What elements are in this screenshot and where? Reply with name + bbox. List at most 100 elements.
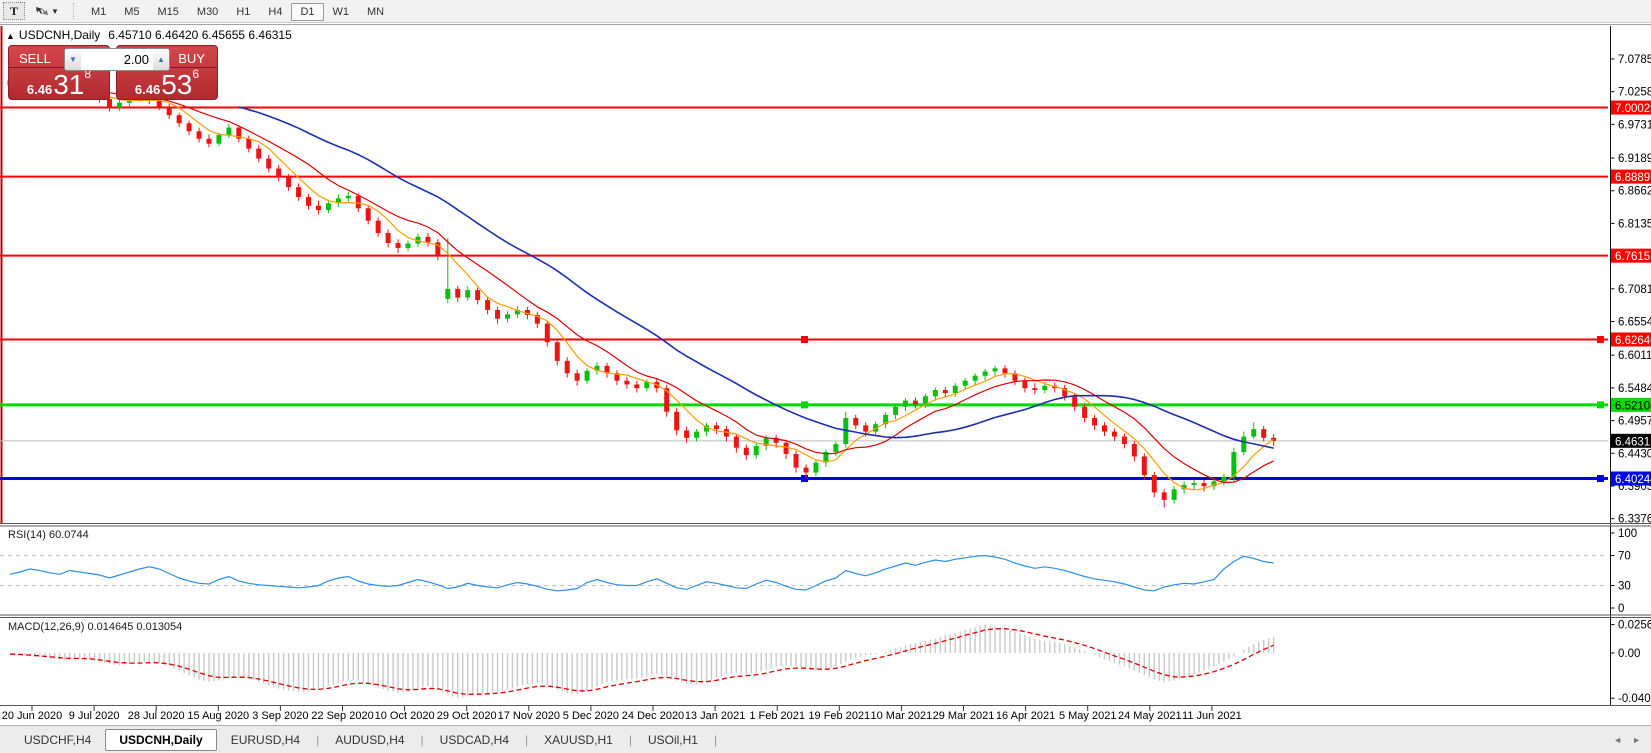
candle-body: [465, 290, 471, 298]
macd-axis-label: -0.040687: [1618, 693, 1651, 705]
timeframe-button-m30[interactable]: M30: [188, 3, 227, 21]
timeframe-button-m1[interactable]: M1: [82, 3, 115, 21]
price-axis-tick-label: 6.81350: [1618, 218, 1651, 230]
candle-body: [345, 195, 351, 199]
timeframe-button-m15[interactable]: M15: [149, 3, 188, 21]
candle-body: [1181, 484, 1187, 490]
candle-body: [226, 127, 232, 136]
candle-body: [584, 370, 590, 381]
tab-scroll-arrows: ◄ ►: [1613, 726, 1641, 753]
tab-separator: |: [525, 732, 529, 747]
tab-audusd-h4[interactable]: AUDUSD,H4: [335, 732, 405, 747]
date-axis-label: 29 Mar 2021: [933, 710, 995, 722]
buy-price-big: 53: [161, 69, 193, 100]
tab-xauusd-h1[interactable]: XAUUSD,H1: [544, 732, 613, 747]
candle-body: [803, 467, 809, 473]
sell-price-big: 31: [53, 69, 85, 100]
candle-body: [733, 436, 739, 448]
hline-anchor-6.62646[interactable]: [1597, 335, 1604, 343]
candle-body: [893, 406, 899, 415]
candle-body: [664, 388, 670, 412]
candle-body: [455, 288, 461, 298]
candle-body: [385, 233, 391, 243]
candle-body: [753, 445, 759, 456]
candle-body: [1042, 385, 1048, 391]
candle-body: [972, 375, 978, 381]
candle-body: [355, 195, 361, 209]
candle-body: [276, 168, 282, 178]
date-axis-label: 29 Oct 2020: [437, 710, 497, 722]
tab-usdcad-h4[interactable]: USDCAD,H4: [439, 732, 510, 747]
hline-price-box: [1611, 248, 1651, 263]
macd-axis-label: 0.00: [1618, 648, 1640, 660]
candle-body: [1022, 380, 1028, 389]
chart-symbol-label: USDCNH,Daily: [18, 28, 101, 42]
hline-price-label: 6.76157: [1615, 251, 1651, 263]
hline-price-label: 6.88897: [1615, 172, 1651, 184]
candle-body: [684, 430, 690, 438]
hline-anchor-6.62646[interactable]: [801, 335, 808, 343]
tab-usdchf-h4[interactable]: USDCHF,H4: [24, 732, 92, 747]
candle-body: [286, 177, 292, 188]
candle-body: [1221, 476, 1227, 482]
hline-anchor-6.52108[interactable]: [1597, 401, 1604, 409]
candle-body: [256, 148, 262, 159]
tab-usoil-h1[interactable]: USOil,H1: [647, 732, 698, 747]
volume-input[interactable]: [81, 49, 153, 70]
tab-scroll-right-icon[interactable]: ►: [1632, 735, 1641, 745]
rsi-axis-label: 0: [1618, 603, 1624, 615]
candle-body: [694, 431, 700, 438]
candle-body: [1161, 492, 1167, 500]
date-axis-label: 16 Apr 2021: [996, 710, 1055, 722]
arrows-tool-button[interactable]: ▼: [27, 2, 66, 20]
price-axis-tick-label: 6.91890: [1618, 153, 1651, 165]
toolbar: T ▼ M1 M5 M15 M30 H1 H4 D1 W1 MN: [0, 0, 1651, 23]
tab-eurusd-h4[interactable]: EURUSD,H4: [230, 732, 301, 747]
candle-body: [624, 380, 630, 385]
buy-price-base: 6.46: [134, 82, 161, 97]
sell-button[interactable]: SELL 6.46 31 8: [8, 45, 110, 100]
horizontal-lines-layer: [0, 106, 1608, 482]
date-axis-label: 1 Feb 2021: [749, 710, 805, 722]
hline-anchor-6.40244[interactable]: [1597, 474, 1604, 482]
hline-price-box: [1611, 471, 1651, 486]
timeframe-button-h4[interactable]: H4: [259, 3, 291, 21]
tab-scroll-left-icon[interactable]: ◄: [1613, 735, 1623, 745]
candle-body: [166, 106, 172, 116]
candle-body: [505, 314, 510, 319]
price-axis-tick-label: 6.44305: [1618, 448, 1651, 460]
candle-body: [634, 384, 640, 389]
candle-body: [1191, 483, 1197, 485]
candle-body: [873, 424, 879, 432]
candle-body: [445, 288, 451, 299]
timeframe-button-h1[interactable]: H1: [227, 3, 259, 21]
candle-body: [1121, 436, 1127, 445]
timeframe-button-d1[interactable]: D1: [291, 2, 324, 21]
tab-usdcnh-daily[interactable]: USDCNH,Daily: [105, 728, 217, 751]
timeframe-button-w1[interactable]: W1: [324, 3, 359, 21]
date-axis-label: 5 Dec 2020: [563, 710, 619, 722]
candle-body: [813, 462, 819, 473]
timeframe-button-m5[interactable]: M5: [115, 3, 148, 21]
candle-body: [554, 342, 560, 361]
toolbar-separator: [72, 3, 75, 19]
collapse-chart-icon[interactable]: ▲: [6, 31, 15, 41]
candle-body: [644, 381, 650, 389]
volume-increase-button[interactable]: ▲: [153, 49, 169, 70]
hline-anchor-6.40244[interactable]: [801, 474, 808, 482]
buy-label: BUY: [178, 51, 205, 66]
candle-body: [883, 414, 889, 425]
candle-body: [982, 371, 988, 376]
candle-body: [704, 425, 709, 432]
candle-body: [306, 197, 311, 206]
candle-body: [773, 437, 779, 443]
date-axis-label: 10 Mar 2021: [871, 710, 933, 722]
hline-anchor-6.52108[interactable]: [801, 401, 808, 409]
candle-body: [713, 425, 719, 430]
volume-decrease-button[interactable]: ▼: [65, 49, 81, 70]
candle-body: [524, 309, 530, 315]
text-tool-button[interactable]: T: [3, 2, 26, 20]
candle-body: [833, 444, 839, 453]
timeframe-button-mn[interactable]: MN: [358, 3, 393, 21]
candle-body: [853, 417, 859, 426]
